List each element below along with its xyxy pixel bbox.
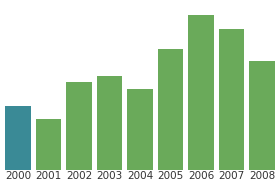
Bar — [66, 82, 92, 170]
Bar — [5, 106, 31, 170]
Bar — [158, 49, 183, 170]
Bar — [127, 89, 153, 170]
Bar — [249, 61, 275, 170]
Bar — [36, 119, 62, 170]
Bar — [188, 15, 214, 170]
Bar — [218, 29, 244, 170]
Bar — [97, 76, 122, 170]
